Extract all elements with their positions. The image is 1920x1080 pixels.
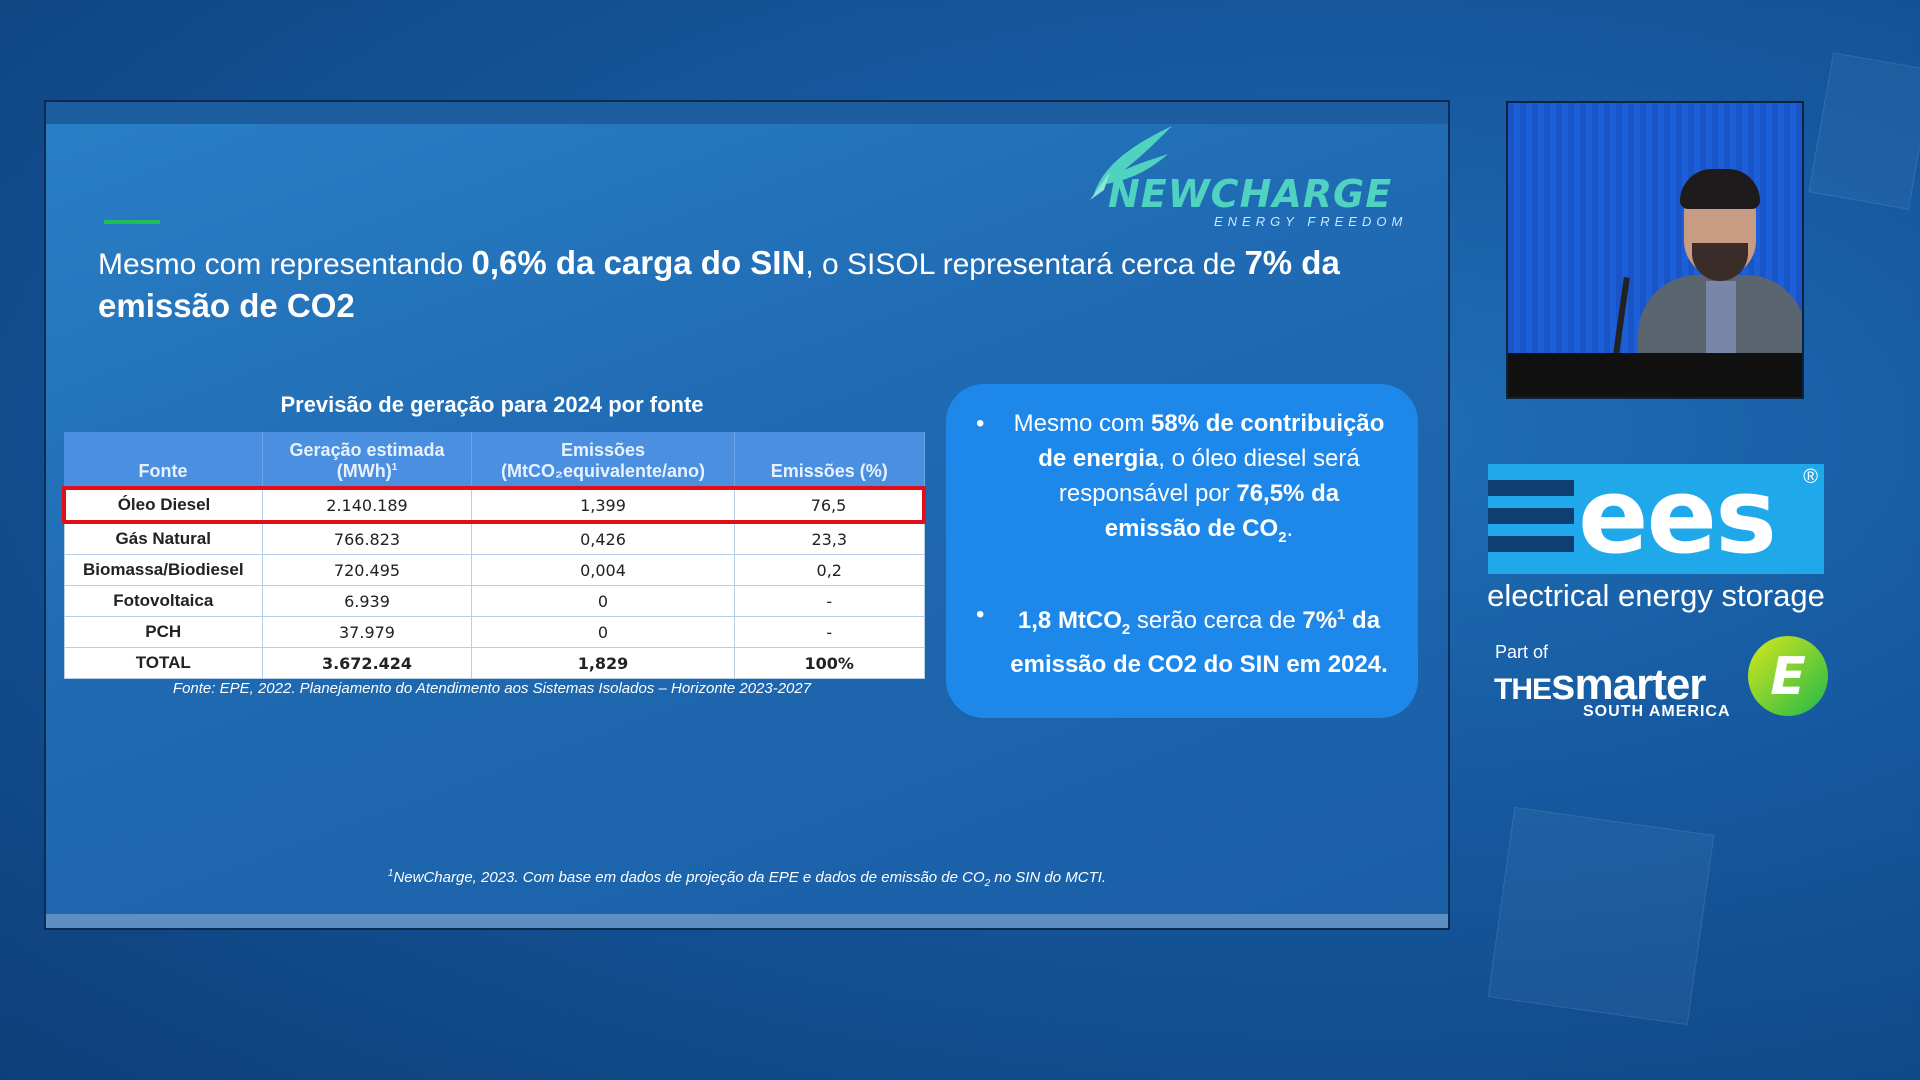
cell-emissoes: 0 <box>471 585 735 617</box>
slide-top-bar <box>46 102 1448 124</box>
presentation-slide: NEWCHARGE ENERGY FREEDOM Mesmo com repre… <box>44 100 1450 930</box>
headline-bold: 7% da emissão de CO2 <box>98 244 1340 324</box>
cell-fonte: PCH <box>63 616 263 648</box>
slide-bottom-bar <box>46 914 1448 928</box>
callout-bold: 1,8 MtCO <box>1017 606 1122 634</box>
south-america-label: SOUTH AMERICA <box>1583 703 1731 720</box>
the-smarter-logo-text: THEsmarter <box>1494 660 1706 710</box>
cell-emissoes: 0,004 <box>471 554 735 586</box>
table-row-total: TOTAL 3.672.424 1,829 100% <box>63 647 925 679</box>
callout-item: • 1,8 MtCO2 serão cerca de 7%1 da emissã… <box>976 597 1388 682</box>
callout-text: , o óleo diesel será responsável por <box>1058 445 1360 507</box>
ees-bars-icon <box>1488 480 1574 564</box>
bullet-icon: • <box>976 600 985 628</box>
smarter-e-badge-icon: E <box>1748 636 1828 716</box>
header-geracao: Geração estimada (MWh)1 <box>262 432 472 488</box>
speaker-video <box>1506 101 1804 399</box>
cell-geracao: 3.672.424 <box>262 647 472 679</box>
footnote-subscript: 2 <box>984 878 991 889</box>
cell-emissoes: 0,426 <box>471 521 735 555</box>
badge-letter: E <box>1770 647 1806 707</box>
cell-fonte: Fotovoltaica <box>63 585 263 617</box>
callout-item: • Mesmo com 58% de contribuição de energ… <box>976 406 1388 555</box>
callout-text: . <box>1286 515 1294 542</box>
headline-part: Mesmo com representando <box>98 248 472 281</box>
header-label: Fonte <box>138 461 188 481</box>
header-label: Emissões <box>560 440 646 460</box>
cell-pct: 76,5 <box>734 486 926 524</box>
cell-geracao: 720.495 <box>262 554 472 586</box>
table-row: PCH 37.979 0 - <box>63 616 925 648</box>
cell-fonte: Gás Natural <box>63 521 263 555</box>
generation-table: Fonte Geração estimada (MWh)1 Emissões (… <box>62 432 926 679</box>
cell-pct: - <box>734 585 925 617</box>
cell-pct: 23,3 <box>734 521 925 555</box>
slide-footnote: 1NewCharge, 2023. Com base em dados de p… <box>46 868 1448 889</box>
header-label: (MWh) <box>336 461 392 481</box>
header-fonte: Fonte <box>64 432 263 488</box>
header-emissoes-pct: Emissões (%) <box>734 432 925 488</box>
cell-pct: 0,2 <box>734 554 925 586</box>
ees-logo: ees ® <box>1488 456 1824 576</box>
callout-bold: da emissão de CO2 do SIN em 2024. <box>1010 606 1388 678</box>
header-label: Geração estimada <box>289 440 445 460</box>
podium <box>1508 353 1802 397</box>
header-emissoes: Emissões (MtCO₂equivalente/ano) <box>471 432 735 488</box>
background-panel <box>1487 806 1715 1026</box>
table-source-note: Fonte: EPE, 2022. Planejamento do Atendi… <box>172 680 812 697</box>
callout-bold: 7% <box>1302 606 1338 634</box>
newcharge-logo: NEWCHARGE ENERGY FREEDOM <box>1084 124 1424 229</box>
callout-subscript: 2 <box>1278 528 1287 546</box>
footnote-superscript: 1 <box>387 868 394 879</box>
cell-emissoes: 0 <box>471 616 735 648</box>
table-header-row: Fonte Geração estimada (MWh)1 Emissões (… <box>64 432 925 488</box>
ees-logo-text: ees <box>1578 455 1777 577</box>
cell-geracao: 2.140.189 <box>262 486 472 524</box>
footnote-text: NewCharge, 2023. Com base em dados de pr… <box>393 869 985 886</box>
slide-headline: Mesmo com representando 0,6% da carga do… <box>98 242 1378 328</box>
cell-emissoes: 1,399 <box>471 486 735 524</box>
header-superscript: 1 <box>391 462 398 473</box>
headline-part: , o SISOL representará cerca de <box>805 248 1245 281</box>
table-row: Fotovoltaica 6.939 0 - <box>63 585 925 617</box>
cell-pct: - <box>734 616 925 648</box>
cell-geracao: 6.939 <box>262 585 472 617</box>
callout-bold: 76,5% da emissão de CO <box>1104 480 1340 542</box>
background-panel <box>1808 52 1920 210</box>
cell-geracao: 37.979 <box>262 616 472 648</box>
microphone <box>1612 276 1630 362</box>
wing-icon <box>1090 126 1172 200</box>
cell-fonte: Óleo Diesel <box>62 486 263 524</box>
cell-fonte: TOTAL <box>63 647 263 679</box>
cell-fonte: Biomassa/Biodiesel <box>63 554 263 586</box>
table-row: Biomassa/Biodiesel 720.495 0,004 0,2 <box>63 554 925 586</box>
logo-smarter: smarter <box>1551 660 1706 709</box>
callout-subscript: 2 <box>1121 620 1131 638</box>
registered-icon: ® <box>1803 466 1818 488</box>
part-of-label: Part of <box>1495 642 1549 662</box>
headline-bold: 0,6% da carga do SIN <box>471 244 806 281</box>
table-row: Óleo Diesel 2.140.189 1,399 76,5 <box>62 486 926 524</box>
header-label: (MtCO₂equivalente/ano) <box>500 461 705 481</box>
bullet-icon: • <box>976 410 985 437</box>
table-row: Gás Natural 766.823 0,426 23,3 <box>63 521 925 555</box>
cell-emissoes: 1,829 <box>471 647 735 679</box>
footnote-text: no SIN do MCTI. <box>990 869 1107 886</box>
ees-caption: electrical energy storage <box>1487 578 1825 613</box>
callout-superscript: 1 <box>1337 605 1346 623</box>
table-title: Previsão de geração para 2024 por fonte <box>280 392 704 417</box>
callout-text: Mesmo com <box>1013 410 1151 437</box>
logo-text: NEWCHARGE <box>1108 172 1393 216</box>
cell-pct: 100% <box>734 647 925 679</box>
accent-line <box>104 220 160 224</box>
logo-tagline: ENERGY FREEDOM <box>1214 214 1408 229</box>
callout-box: • Mesmo com 58% de contribuição de energ… <box>946 384 1418 718</box>
cell-geracao: 766.823 <box>262 521 472 555</box>
header-label: Emissões (%) <box>770 461 888 481</box>
speaker-hair <box>1680 169 1760 209</box>
callout-text: serão cerca de <box>1130 606 1303 634</box>
callout-bold: 58% de contribuição de energia <box>1038 410 1385 472</box>
logo-the: THE <box>1494 673 1552 706</box>
